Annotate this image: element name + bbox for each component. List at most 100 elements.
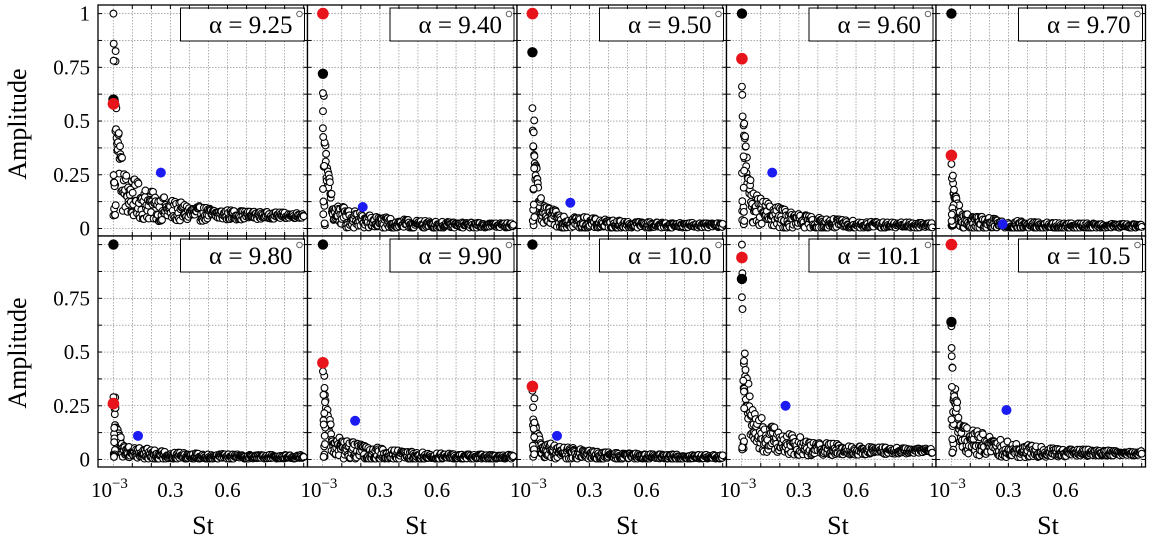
ticks [726, 236, 936, 467]
alpha-label: α = 9.50 [599, 7, 724, 42]
spectrum-peak-point [737, 82, 746, 91]
spectrum-point [740, 119, 749, 128]
spectrum-point [948, 171, 957, 180]
spectrum-peak-point [318, 89, 327, 98]
alpha-label-text: α = 9.70 [1047, 12, 1130, 39]
black-highlight-point [736, 273, 748, 285]
spectrum-point [529, 403, 538, 412]
blue-highlight-point [155, 167, 166, 178]
red-highlight-point [736, 251, 748, 264]
blue-highlight-point [767, 167, 778, 178]
spectrum-point [529, 142, 538, 151]
alpha-label-box [180, 238, 305, 273]
legend-marker [924, 10, 932, 18]
black-highlight-point [108, 239, 119, 250]
x-tick-labels: 10−3 0.3 0.6 [300, 476, 450, 502]
red-highlight-point [736, 52, 748, 65]
spectrum-point [953, 398, 962, 407]
alpha-label-box [389, 7, 515, 42]
spectrum-point [321, 398, 329, 407]
alpha-label-text: α = 10.0 [628, 243, 711, 270]
x-tick-label: 0.3 [576, 478, 602, 502]
panel-background [98, 5, 308, 236]
panel-2: α = 9.40 [306, 4, 518, 237]
alpha-label-text: α = 10.5 [1047, 243, 1130, 270]
spectrum-point [320, 431, 329, 440]
ylabel-row-1: Amplitude [3, 68, 32, 179]
x-tick-label: 10−3 [929, 476, 966, 502]
spectrum-point [321, 440, 329, 449]
blue-highlight-point [357, 201, 368, 212]
spectrum-point [740, 387, 748, 396]
alpha-label-box [599, 7, 724, 42]
spectrum-point [109, 56, 118, 65]
spectrum-point [737, 293, 746, 302]
alpha-label: α = 9.60 [808, 7, 934, 42]
spectrum-points [737, 82, 937, 232]
legend-marker [505, 241, 513, 249]
spectrum-point [740, 216, 749, 225]
spectrum-point [978, 430, 987, 439]
spectrum-point [948, 448, 957, 457]
y-tick-label: 0.75 [53, 55, 90, 79]
spectrum-point [739, 183, 748, 192]
spectrum-point [948, 363, 957, 372]
spectrum-point [134, 179, 143, 188]
y-tick-label: 0.5 [64, 109, 90, 133]
y-tick-label: 1 [80, 2, 91, 26]
spectrum-point [320, 161, 329, 170]
black-highlight-point [317, 239, 329, 250]
spectrum-peak-point [947, 160, 956, 168]
spectrum-point [530, 394, 539, 403]
spectrum-point [530, 116, 539, 125]
spectrum-point [745, 392, 754, 401]
alpha-label-box [1018, 238, 1143, 273]
spectrum-points [737, 240, 937, 460]
spectrum-point [740, 356, 748, 365]
spectrum-point [320, 219, 329, 228]
y-tick-label: 0 [80, 216, 91, 240]
spectrum-point [928, 448, 937, 457]
spectrum-point [530, 164, 539, 173]
panel-9: α = 10.1 10−3 0.3 0.6 [719, 235, 937, 502]
ticks [726, 5, 936, 236]
spectrum-peak-point [318, 367, 327, 376]
blue-highlight-point [132, 430, 143, 441]
blue-highlight-point [780, 400, 791, 411]
x-tick-label: 0.3 [995, 478, 1021, 502]
spectrum-point [122, 171, 131, 180]
spectrum-points [528, 104, 727, 232]
spectrum-point [110, 423, 119, 432]
x-tick-label: 0.6 [424, 478, 450, 502]
panels: α = 9.25 0 0.25 0.5 0.75 1 α = 9.40 α = 9.50 α =… [53, 2, 1147, 502]
x-tick-labels: 10−3 0.3 0.6 [91, 476, 241, 502]
spectrum-points [318, 89, 518, 232]
alpha-label: α = 10.5 [1018, 238, 1143, 273]
spectrum-point [160, 193, 169, 202]
legend-marker [296, 241, 303, 249]
x-tick-label: 10−3 [719, 476, 756, 502]
ticks [307, 5, 517, 236]
red-highlight-point [107, 98, 120, 110]
spectrum-point [738, 197, 747, 206]
spectrum-point [739, 376, 748, 385]
ticks [936, 236, 1146, 467]
ticks [936, 5, 1146, 236]
alpha-label-box [1018, 7, 1143, 42]
spectrum-point [509, 220, 518, 229]
grid [307, 5, 517, 236]
spectrum-point [530, 450, 539, 459]
legend-marker [1134, 10, 1141, 18]
spectrum-points [528, 386, 727, 463]
black-highlight-point [946, 316, 957, 328]
black-highlight-point [527, 239, 538, 250]
y-tick-label: 0.25 [53, 163, 90, 187]
spectrum-point [109, 171, 118, 180]
red-highlight-point [107, 397, 120, 410]
alpha-label-box [389, 238, 515, 273]
y-tick-label: 0.75 [53, 286, 90, 310]
panel-1: α = 9.25 0 0.25 0.5 0.75 1 [53, 2, 309, 240]
spectrum-point [111, 210, 120, 219]
alpha-label-text: α = 9.40 [419, 12, 502, 39]
ticks [517, 236, 727, 467]
